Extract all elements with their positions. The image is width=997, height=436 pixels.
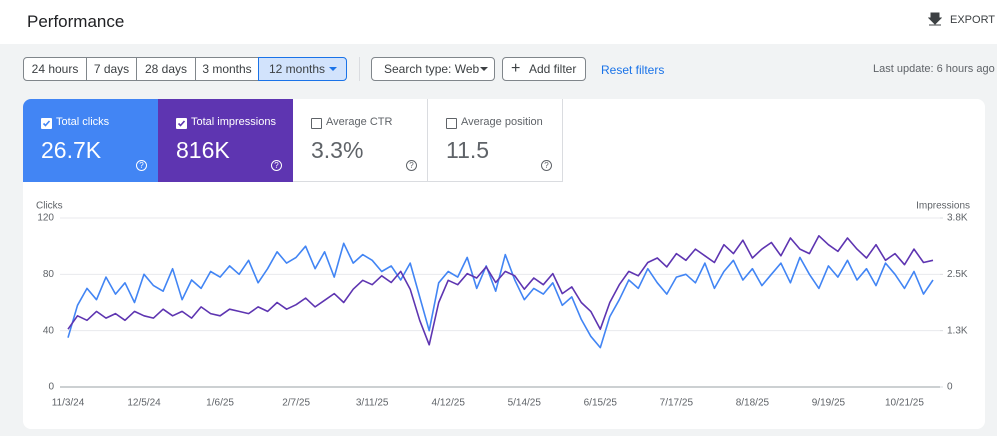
top-bar: Performance EXPORT (0, 0, 997, 44)
y2-axis-title: Impressions (916, 201, 970, 212)
checkbox[interactable] (311, 118, 322, 129)
help-icon[interactable]: ? (541, 160, 552, 171)
help-icon[interactable]: ? (271, 160, 282, 171)
export-button[interactable]: EXPORT (950, 14, 996, 26)
range-chip[interactable]: 28 days (136, 57, 196, 81)
add-filter-label: Add filter (529, 62, 577, 76)
x-tick-label: 3/11/25 (356, 398, 389, 409)
help-icon[interactable]: ? (406, 160, 417, 171)
x-tick-label: 12/5/24 (127, 398, 161, 409)
series-line (67, 242, 934, 349)
dropdown-arrow (480, 67, 488, 75)
metric-card[interactable]: Total impressions 816K ? (158, 99, 293, 182)
y-tick-label: 40 (43, 325, 55, 336)
y-tick-label: 120 (37, 213, 54, 224)
export-icon[interactable] (928, 12, 942, 26)
reset-filters-link[interactable]: Reset filters (601, 63, 665, 77)
series-line (67, 235, 934, 346)
y2-tick-label: 0 (947, 382, 953, 393)
x-tick-label: 1/6/25 (206, 398, 234, 409)
y-axis-title: Clicks (36, 201, 63, 212)
y2-tick-label: 2.5K (947, 269, 968, 280)
metric-label: Total clicks (56, 116, 110, 128)
metric-value: 11.5 (446, 137, 490, 163)
range-chip[interactable]: 24 hours (23, 57, 87, 81)
plus-icon: + (511, 60, 521, 77)
checkbox-checked[interactable] (41, 118, 52, 129)
x-tick-label: 8/18/25 (736, 398, 770, 409)
metric-value: 816K (176, 137, 230, 163)
y2-tick-label: 3.8K (947, 213, 968, 224)
y-tick-label: 80 (43, 269, 55, 280)
divider (359, 57, 360, 81)
x-tick-label: 4/12/25 (432, 398, 466, 409)
check-mark (42, 120, 51, 127)
check-mark (177, 120, 186, 127)
metric-label: Average position (461, 116, 543, 128)
x-tick-label: 2/7/25 (282, 398, 310, 409)
x-tick-label: 11/3/24 (52, 398, 85, 409)
y-tick-label: 0 (48, 382, 54, 393)
dropdown-arrow (329, 67, 337, 75)
help-icon[interactable]: ? (136, 160, 147, 171)
metric-label: Total impressions (191, 116, 276, 128)
metric-card[interactable]: Average CTR 3.3% ? (293, 99, 428, 182)
checkbox[interactable] (446, 118, 457, 129)
search-type-filter[interactable]: Search type: Web (371, 57, 495, 81)
metric-card[interactable]: Average position 11.5 ? (428, 99, 563, 182)
metric-label: Average CTR (326, 116, 393, 128)
x-tick-label: 5/14/25 (508, 398, 542, 409)
checkbox-checked[interactable] (176, 118, 187, 129)
range-chip[interactable]: 3 months (195, 57, 259, 81)
x-tick-label: 6/15/25 (584, 398, 618, 409)
last-update: Last update: 6 hours ago (873, 63, 995, 75)
x-tick-label: 7/17/25 (660, 398, 694, 409)
x-tick-label: 10/21/25 (885, 398, 924, 409)
add-filter-button[interactable]: + Add filter (502, 57, 586, 81)
range-chip-label: 12 months (269, 62, 326, 76)
y2-tick-label: 1.3K (947, 325, 968, 336)
metric-value: 26.7K (41, 137, 102, 163)
range-chip[interactable]: 7 days (86, 57, 137, 81)
page-title: Performance (27, 12, 125, 31)
metric-value: 3.3% (311, 137, 364, 163)
x-tick-label: 9/19/25 (812, 398, 846, 409)
metric-card[interactable]: Total clicks 26.7K ? (23, 99, 158, 182)
search-type-label: Search type: Web (384, 62, 480, 76)
range-chip-selected[interactable]: 12 months (258, 57, 347, 81)
